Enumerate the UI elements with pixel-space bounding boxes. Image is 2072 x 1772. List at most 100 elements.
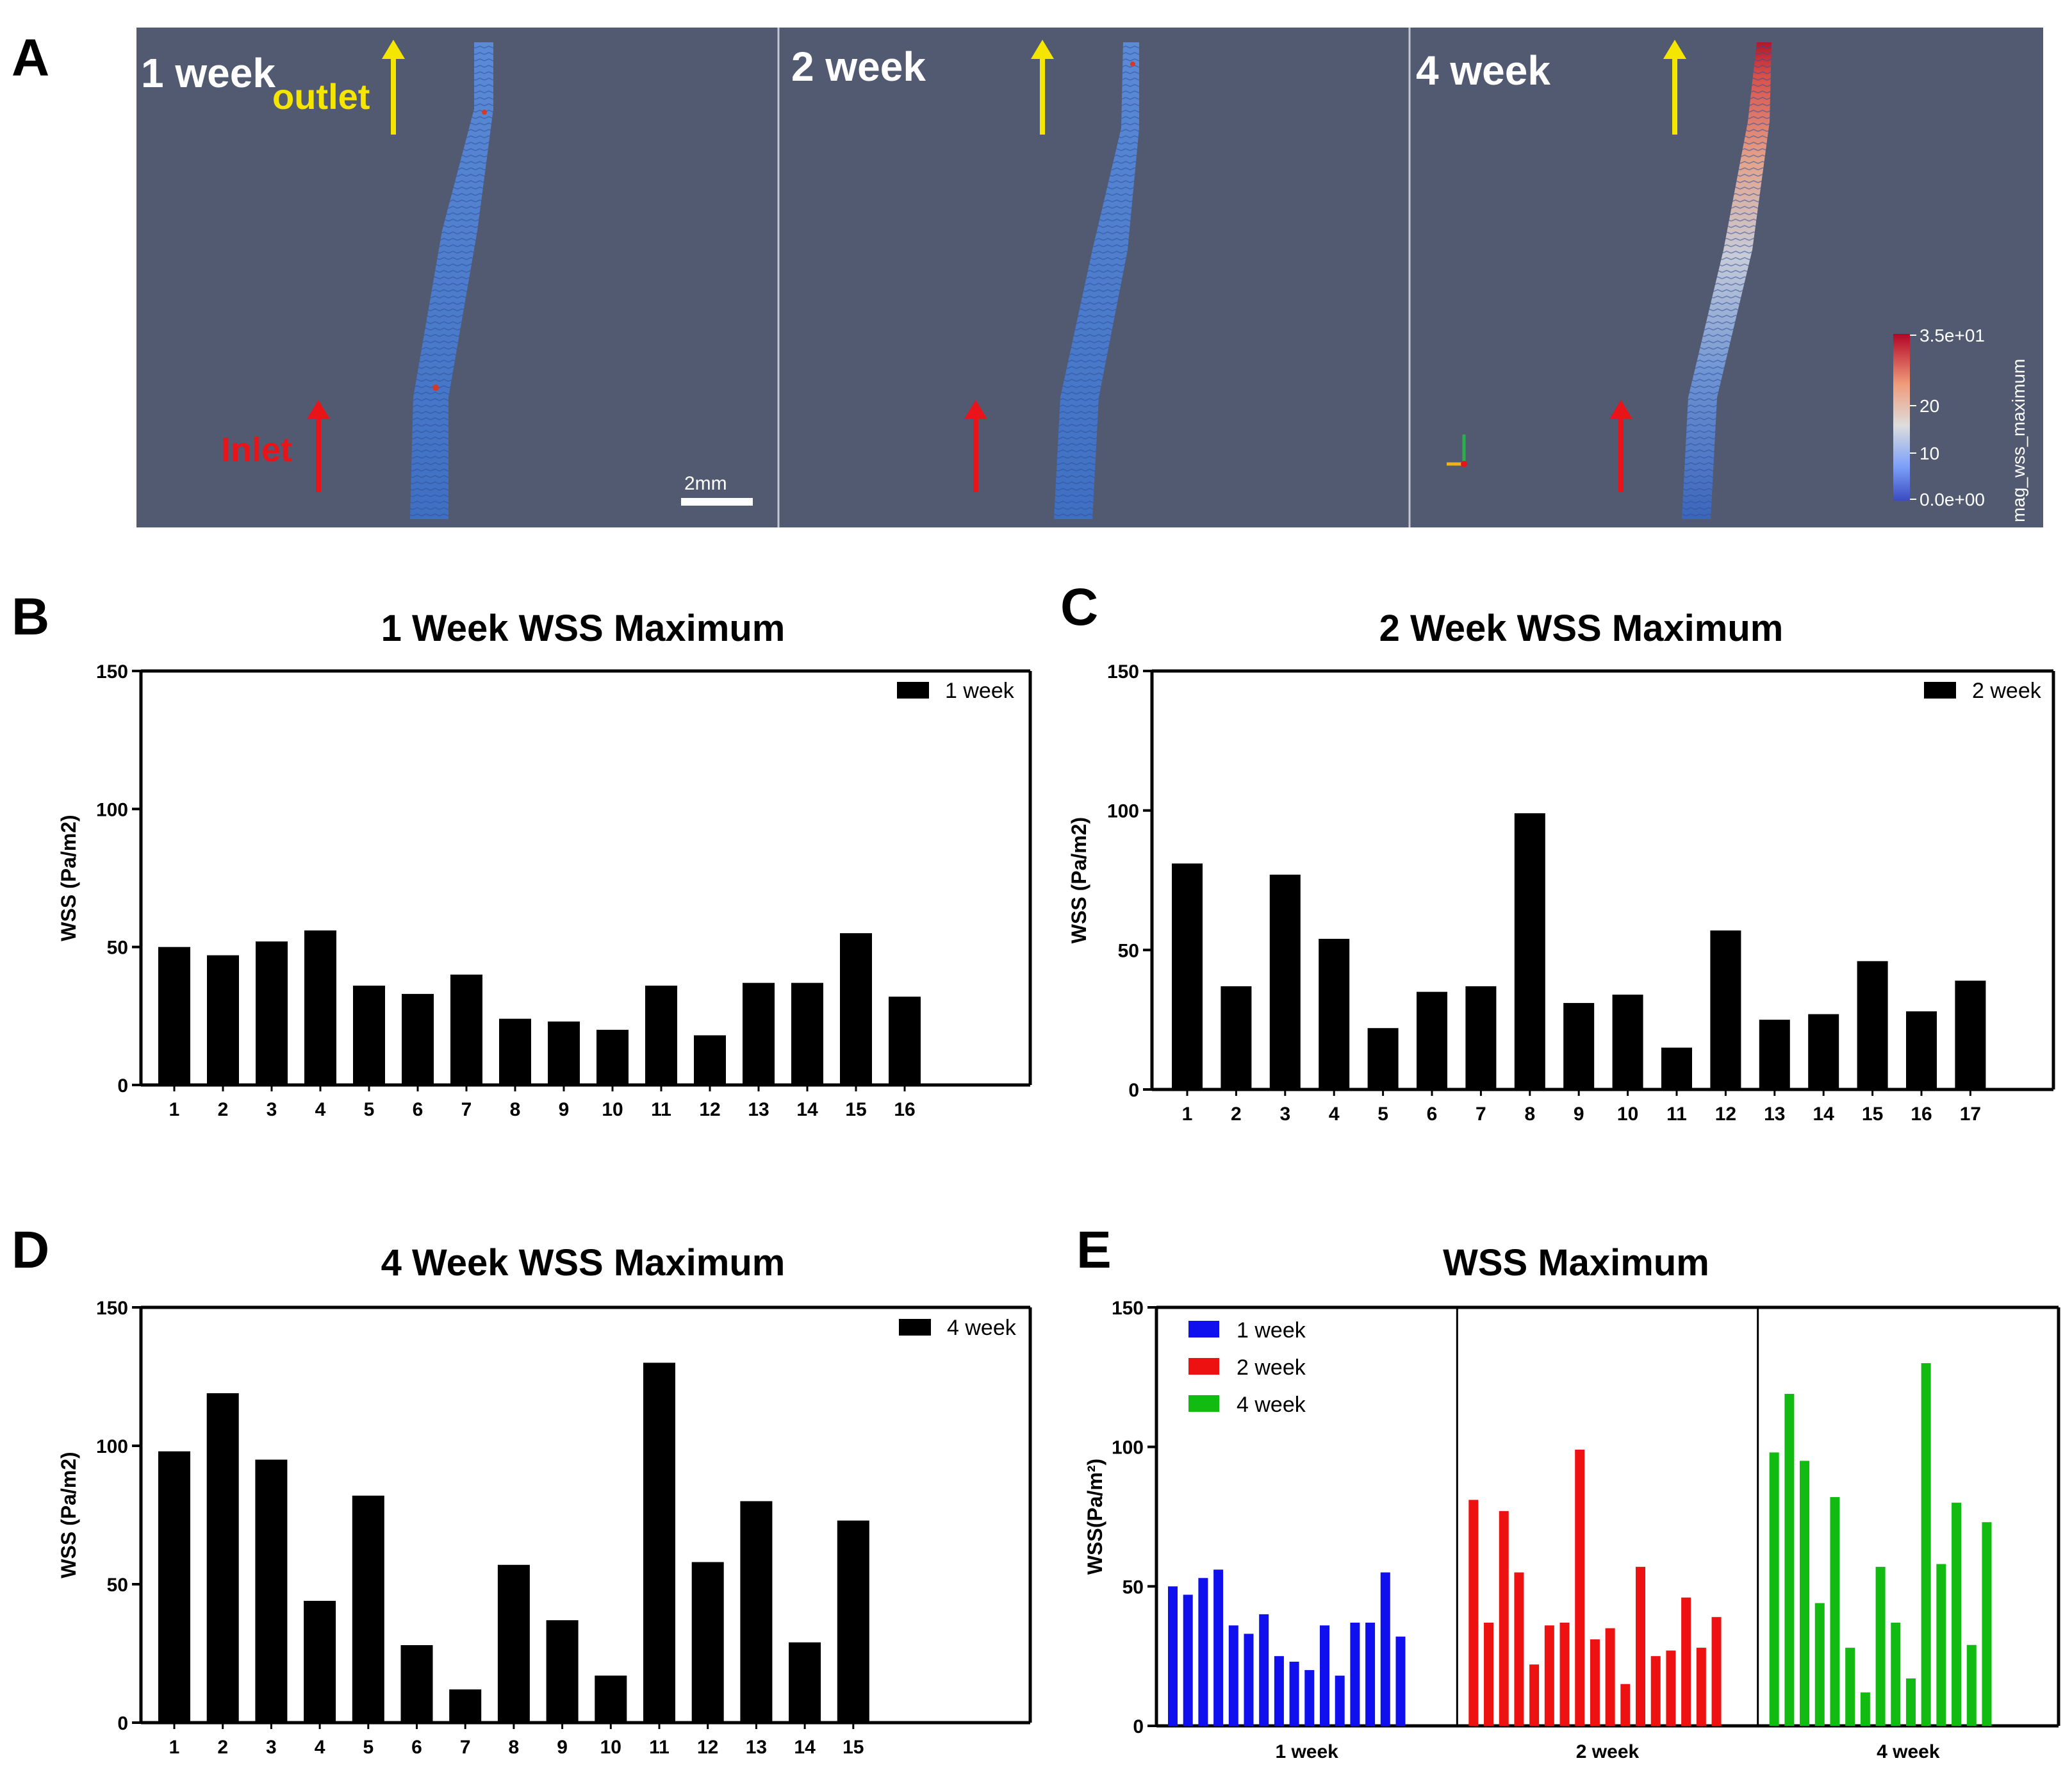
legend-label: 1 week xyxy=(945,679,1015,703)
bar xyxy=(158,947,190,1085)
bar xyxy=(1612,994,1643,1089)
x-group-label: 2 week xyxy=(1576,1741,1640,1762)
x-tick-label: 17 xyxy=(1960,1104,1981,1125)
bar xyxy=(1350,1622,1360,1726)
bar xyxy=(1320,1625,1329,1726)
bar xyxy=(1857,961,1888,1089)
colorbar-tick: 0.0e+00 xyxy=(1920,490,1985,509)
bar xyxy=(1183,1594,1193,1726)
x-tick-label: 3 xyxy=(266,1737,277,1758)
x-tick-label: 7 xyxy=(1476,1104,1486,1125)
x-tick-label: 16 xyxy=(1911,1104,1932,1125)
panel-letter-e: E xyxy=(1076,1221,1112,1279)
bar xyxy=(1650,1656,1661,1726)
bar xyxy=(1575,1450,1585,1726)
bar xyxy=(1395,1636,1406,1726)
x-tick-label: 8 xyxy=(510,1099,521,1120)
y-tick-label: 150 xyxy=(96,1298,128,1319)
bar xyxy=(840,933,872,1085)
bar xyxy=(1759,1020,1790,1089)
bar xyxy=(1620,1684,1631,1726)
bar xyxy=(889,997,921,1085)
bar xyxy=(1875,1566,1886,1726)
inlet-label: Inlet xyxy=(221,431,292,469)
bar xyxy=(1860,1692,1870,1726)
bar xyxy=(1845,1648,1855,1726)
legend-label: 2 week xyxy=(1237,1355,1306,1380)
vessel-view-1: 1 week outlet Inlet 2mm xyxy=(141,40,753,519)
bar xyxy=(743,982,775,1085)
x-tick-label: 1 xyxy=(1182,1104,1193,1125)
bar xyxy=(1905,1678,1916,1726)
bar xyxy=(1468,1500,1479,1726)
panel-a-render: 1 week outlet Inlet 2mm 2 week 4 week xyxy=(136,28,2043,527)
bar xyxy=(1304,1669,1315,1726)
bar xyxy=(497,1564,530,1723)
legend-swatch xyxy=(1188,1358,1219,1375)
x-tick-label: 4 xyxy=(315,1737,325,1758)
x-tick-label: 3 xyxy=(1279,1104,1290,1125)
bar xyxy=(1952,1502,1962,1726)
inlet-arrowhead xyxy=(964,400,987,419)
bar xyxy=(645,985,677,1085)
x-tick-label: 8 xyxy=(509,1737,520,1758)
bar xyxy=(1380,1572,1390,1726)
bar xyxy=(1936,1564,1946,1726)
bar xyxy=(1499,1511,1509,1726)
x-tick-label: 14 xyxy=(796,1099,818,1120)
bar xyxy=(1830,1497,1840,1726)
colorbar-tick: 10 xyxy=(1920,443,1939,463)
bar xyxy=(1168,1586,1178,1726)
colorbar-title: mag_wss_maximum xyxy=(2009,359,2028,522)
legend-label: 4 week xyxy=(1237,1393,1306,1417)
inlet-arrowhead xyxy=(1609,400,1632,419)
x-tick-label: 12 xyxy=(1715,1104,1736,1125)
bar xyxy=(206,1393,239,1723)
y-tick-label: 150 xyxy=(96,661,128,683)
bar xyxy=(1800,1461,1810,1726)
bar xyxy=(1367,1028,1399,1089)
legend-label: 1 week xyxy=(1237,1318,1306,1343)
scalebar-label: 2mm xyxy=(684,473,727,494)
bar xyxy=(400,1645,433,1723)
bar xyxy=(1681,1597,1691,1726)
outlet-label: outlet xyxy=(272,76,370,117)
bar xyxy=(1966,1644,1977,1726)
vessel-view-2: 2 week xyxy=(791,40,1139,519)
bar xyxy=(1289,1661,1299,1726)
x-tick-label: 9 xyxy=(559,1099,570,1120)
x-tick-label: 13 xyxy=(748,1099,769,1120)
bar xyxy=(1605,1628,1615,1726)
bar xyxy=(1228,1625,1238,1726)
colorbar-tick: 3.5e+01 xyxy=(1920,326,1985,345)
legend-swatch xyxy=(899,1319,931,1336)
x-tick-label: 15 xyxy=(843,1737,864,1758)
y-tick-label: 50 xyxy=(1118,940,1139,961)
outlet-arrowhead xyxy=(1031,40,1054,59)
x-tick-label: 15 xyxy=(1862,1104,1883,1125)
bar xyxy=(643,1362,675,1723)
view-label: 1 week xyxy=(141,50,275,96)
x-tick-label: 15 xyxy=(845,1099,866,1120)
y-tick-label: 50 xyxy=(107,938,128,959)
bar xyxy=(1710,930,1741,1089)
panel-letter-a: A xyxy=(12,29,49,87)
x-tick-label: 11 xyxy=(649,1737,670,1758)
panel-letter-b: B xyxy=(12,588,49,646)
bar xyxy=(499,1018,531,1085)
x-tick-label: 2 xyxy=(218,1099,229,1120)
bar xyxy=(255,1459,288,1723)
x-tick-label: 5 xyxy=(1377,1104,1388,1125)
x-tick-label: 14 xyxy=(1813,1104,1835,1125)
bar xyxy=(352,1495,384,1723)
bar xyxy=(1274,1656,1284,1726)
bar xyxy=(1661,1047,1692,1089)
x-tick-label: 12 xyxy=(697,1737,718,1758)
bar xyxy=(789,1642,821,1723)
colorbar-gradient xyxy=(1893,334,1910,501)
x-group-label: 4 week xyxy=(1877,1741,1940,1762)
bar xyxy=(691,1562,724,1723)
bar xyxy=(1221,986,1252,1089)
panel-letter-c: C xyxy=(1060,578,1098,636)
x-tick-label: 13 xyxy=(746,1737,767,1758)
